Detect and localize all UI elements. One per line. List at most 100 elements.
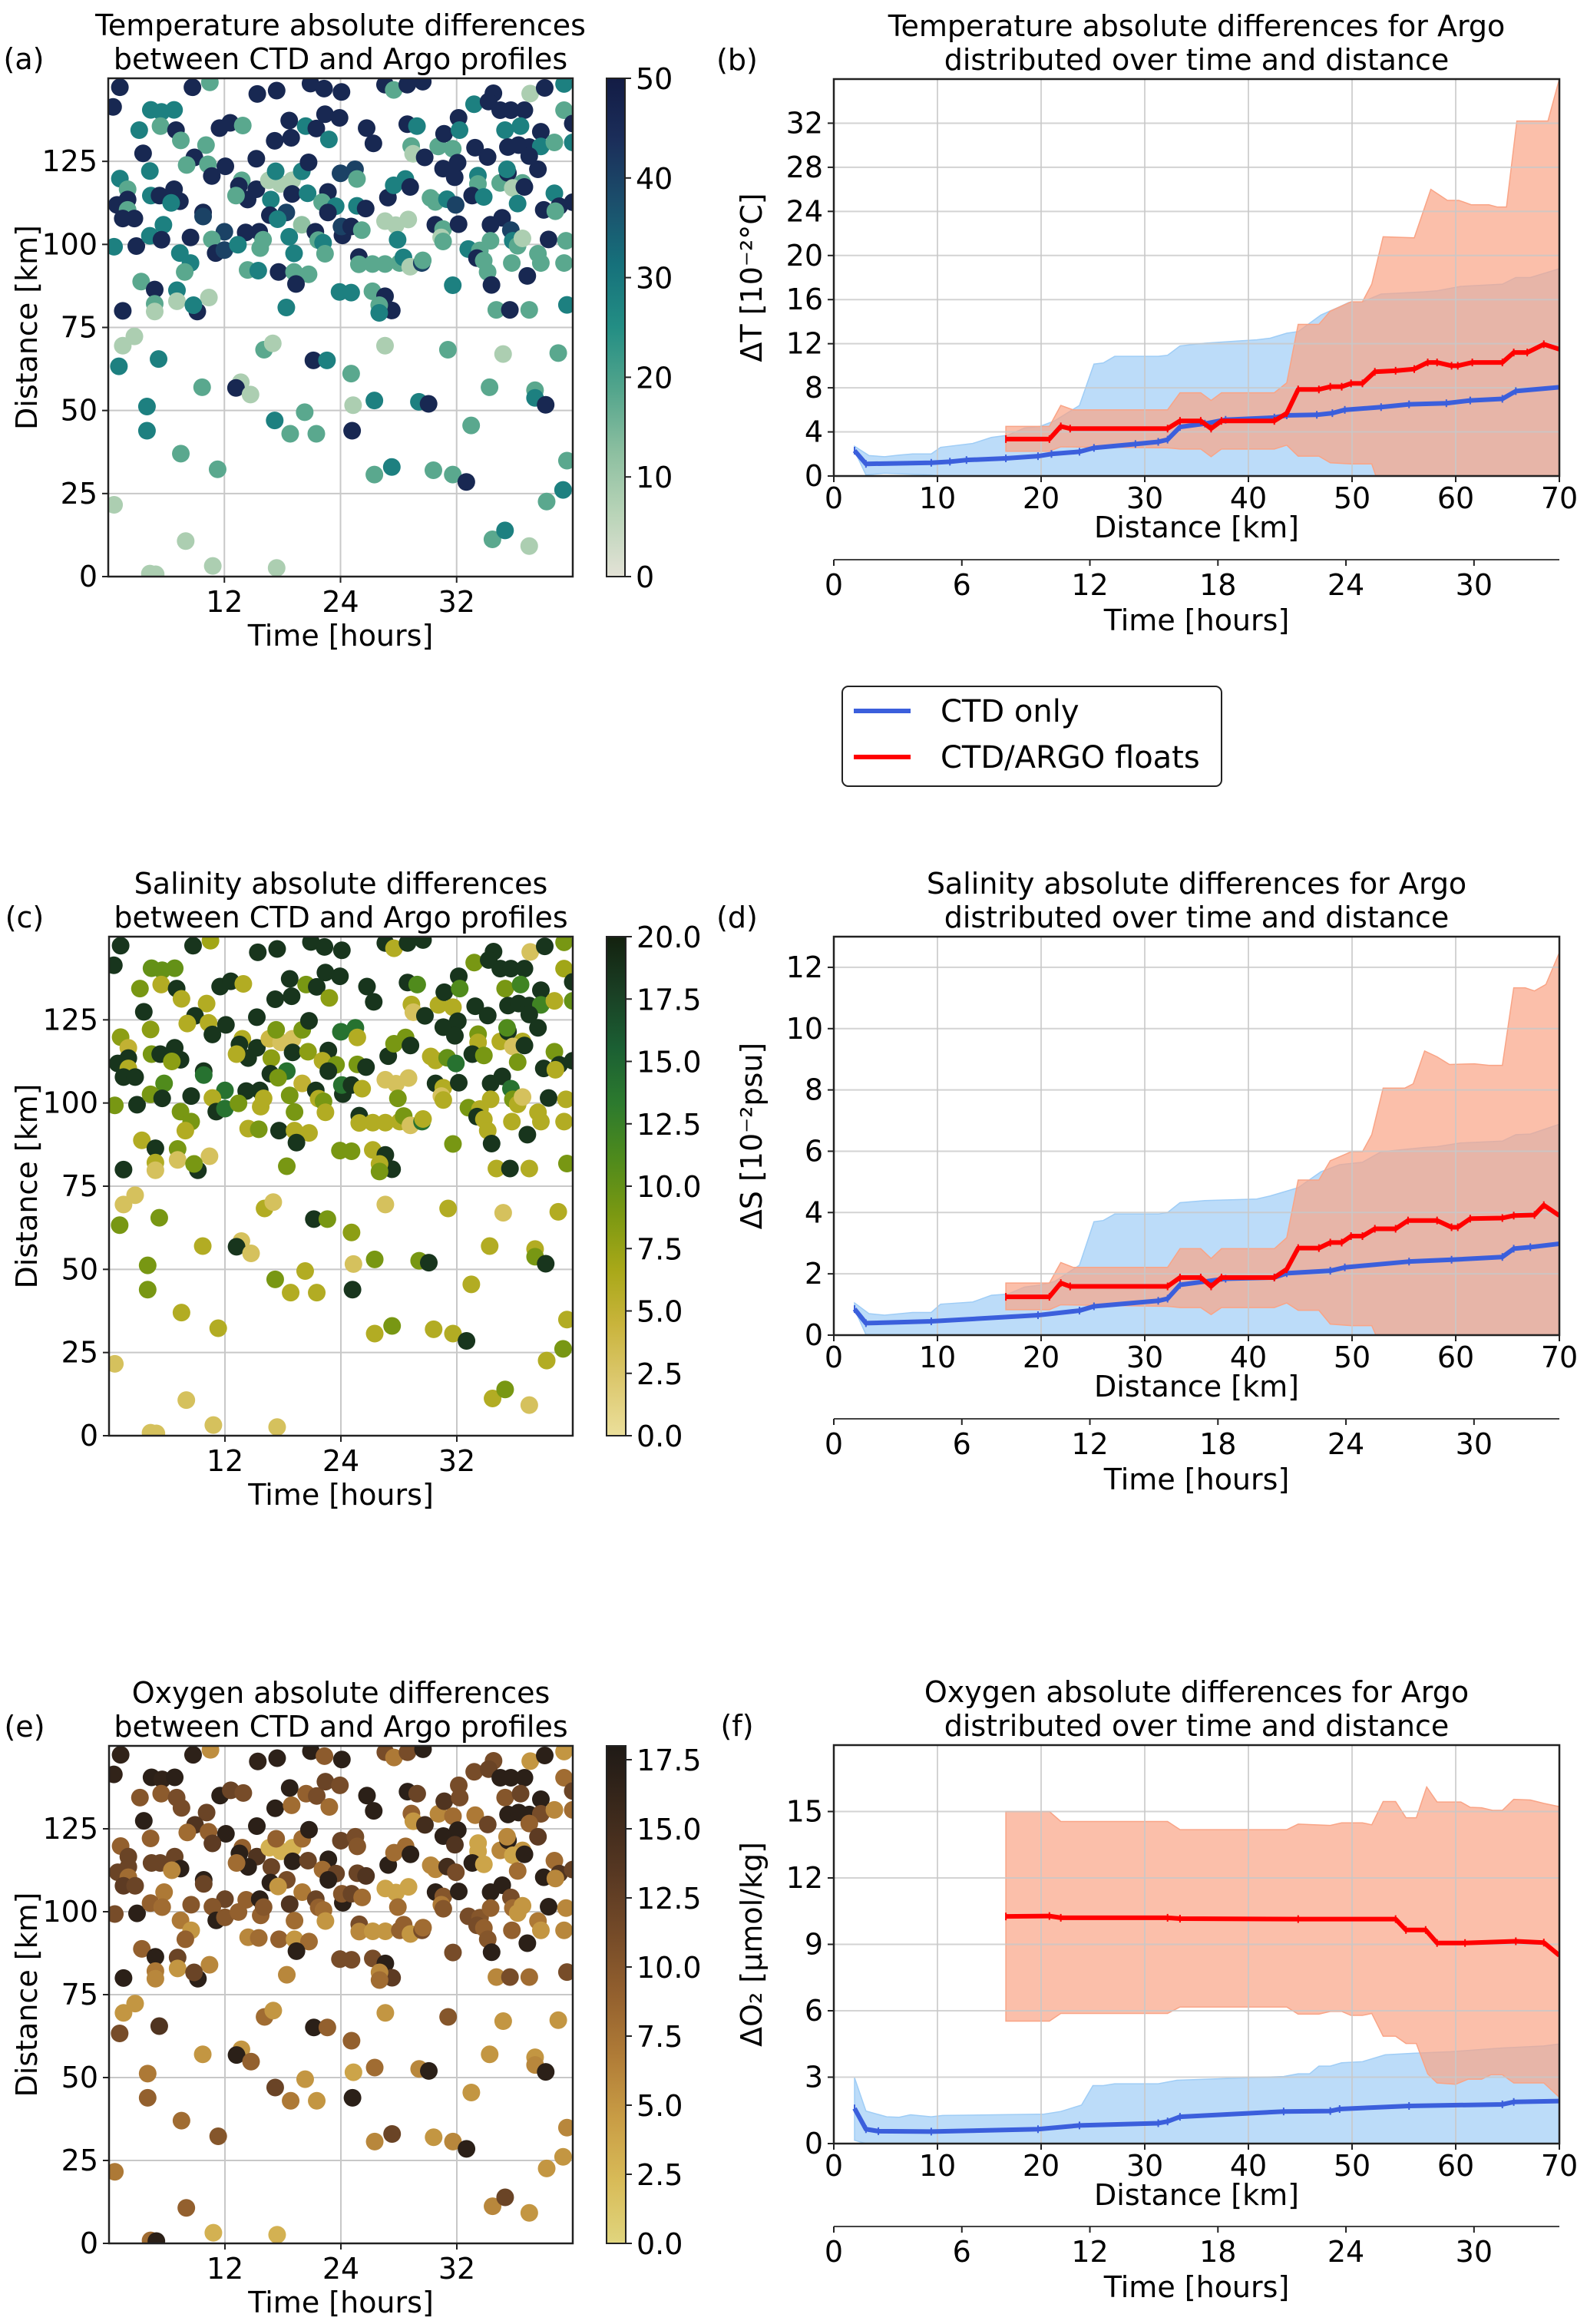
scatter-point [108,237,124,256]
scatter-point [564,1782,573,1800]
scatter-point [520,1968,538,1986]
scatter-point [242,1245,260,1263]
scatter-point [177,156,196,174]
x-axis-label: Time [hours] [247,2286,434,2319]
y-tick-label: 25 [61,1336,98,1370]
scatter-point [172,990,190,1008]
scatter-point [200,1147,219,1165]
scatter-point [249,943,267,961]
time-tick-label: 30 [1456,568,1493,602]
scatter-point [299,1043,317,1061]
scatter-point [127,1904,146,1922]
scatter-point [178,1014,197,1033]
scatter-point [435,1792,454,1810]
scatter-point [227,2046,246,2064]
x-tick-label: 24 [322,585,359,619]
scatter-point [269,210,287,228]
scatter-point [109,1905,124,1923]
scatter-point [546,1060,564,1079]
scatter-point [447,1054,465,1073]
scatter-point [514,1088,532,1106]
scatter-point [370,303,388,322]
scatter-point [496,2188,514,2207]
scatter-point [150,1208,168,1227]
scatter-point [109,2163,124,2181]
scatter-point [183,78,202,97]
scatter-point [152,975,170,993]
scatter-point [110,357,128,375]
colorbar-tick-label: 15.0 [636,1813,702,1846]
scatter-point [181,228,200,246]
band-ctd-argo [1005,952,1559,1335]
time-tick-label: 30 [1456,2235,1493,2269]
scatter-point [466,1806,484,1824]
scatter-point [125,327,144,345]
scatter-point [287,1942,306,1960]
scatter-point [111,2025,129,2043]
scatter-point [496,121,514,139]
scatter-point [520,1005,538,1023]
scatter-point [130,121,148,139]
scatter-point [557,1090,573,1109]
scatter-point [498,160,516,179]
scatter-point [250,1929,268,1947]
x-tick-label: 0 [825,2149,843,2183]
scatter-point [520,537,538,555]
time-axis-label: Time [hours] [1103,2270,1290,2304]
scatter-point [402,1845,420,1863]
scatter-point [131,1788,149,1807]
scatter-point [370,1162,388,1181]
scatter-point [269,1930,288,1949]
scatter-point [466,997,484,1016]
scatter-point [233,116,252,134]
scatter-point [203,1025,222,1043]
scatter-point [227,1045,246,1063]
scatter-point [109,1765,123,1783]
scatter-point [343,1281,362,1299]
scatter-point [146,1139,164,1158]
scatter-point [458,1332,476,1350]
scatter-point [496,1380,514,1399]
scatter-point [555,101,573,120]
scatter-point [515,960,534,978]
scatter-point [529,1019,547,1037]
scatter-point [356,200,375,218]
scatter-point [194,1066,213,1084]
line-ctd-only [852,2098,1559,2134]
x-tick-label: 32 [438,1444,475,1478]
scatter-point [388,1898,407,1916]
scatter-point [316,937,334,956]
x-tick-label: 70 [1541,1341,1578,1374]
colorbar-tick-label: 12.5 [636,1108,702,1142]
colorbar [606,1745,627,2244]
scatter-point [316,964,335,982]
scatter-point [365,392,384,410]
panel-label: (b) [716,43,758,77]
scatter-point [267,559,286,577]
scatter-point [415,148,434,167]
scatter-point [194,207,213,226]
colorbar [606,936,627,1436]
scatter-point [162,193,180,212]
scatter-point [398,1746,417,1761]
panel-label: (d) [716,901,758,934]
scatter-point [537,1351,556,1370]
scatter-point [531,254,550,273]
legend: CTD only CTD/ARGO floats [841,686,1222,787]
scatter-point [254,1089,273,1108]
colorbar-tick-label: 15.0 [636,1046,702,1079]
scatter-point [254,1898,273,1916]
scatter-point [197,136,215,154]
scatter-point [483,531,501,549]
scatter-point [193,2045,212,2064]
scatter-point [332,1832,350,1850]
scatter-point [425,2128,443,2147]
scatter-point [197,1803,216,1822]
scatter-point [248,84,266,103]
scatter-point [447,1863,465,1882]
scatter-point [226,187,245,205]
scatter-point [268,1749,286,1767]
scatter-point [200,289,218,307]
scatter-point [439,1199,458,1218]
scatter-point [487,301,505,319]
